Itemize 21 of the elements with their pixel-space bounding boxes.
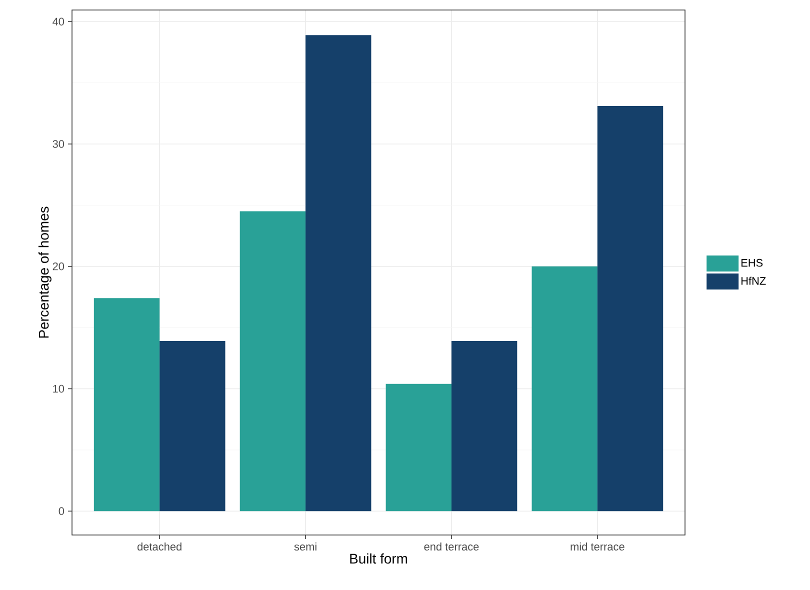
x-tick-label: mid terrace <box>570 542 624 551</box>
bar <box>597 106 664 512</box>
x-axis-title: Built form <box>350 553 408 564</box>
bar <box>94 298 160 512</box>
y-tick-label: 20 <box>52 262 64 270</box>
bar <box>386 384 452 512</box>
bar <box>240 211 306 512</box>
y-tick-label: 0 <box>58 507 64 516</box>
y-tick-label: 40 <box>52 18 64 26</box>
bar <box>306 35 372 512</box>
legend-label: EHS <box>741 258 763 267</box>
y-axis-title: Percentage of homes <box>38 206 52 338</box>
y-tick-label: 30 <box>52 140 64 148</box>
y-tick-label: 10 <box>53 384 64 393</box>
x-tick-label: semi <box>294 542 316 551</box>
x-tick-label: detached <box>137 542 182 551</box>
bar <box>160 341 226 512</box>
legend-label: HfNZ <box>741 276 766 285</box>
bar <box>451 341 518 512</box>
x-tick-label: end terrace <box>424 542 479 551</box>
bar <box>532 266 598 512</box>
